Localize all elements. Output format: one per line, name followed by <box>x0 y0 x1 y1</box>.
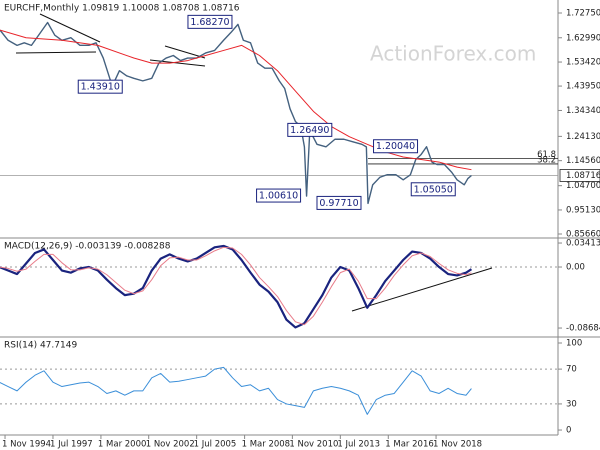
panel-title: RSI(14) 47.7149 <box>4 341 77 351</box>
x-tick-label: 1 Nov 2002 <box>146 440 195 450</box>
annotation: 1.68270 <box>187 14 233 29</box>
panel-title: MACD(12,26,9) -0.003139 -0.008288 <box>4 242 171 252</box>
series-line <box>0 246 472 326</box>
trendline <box>164 45 206 59</box>
annotation-label: 1.05050 <box>414 184 453 195</box>
trendline <box>351 267 493 312</box>
y-tick-label: 0.85660 <box>566 229 600 239</box>
annotation-box <box>373 139 419 154</box>
trendline <box>149 59 206 67</box>
frame <box>0 0 600 436</box>
y-tick-label: 0 <box>566 426 571 436</box>
x-tick-label: 1 Nov 1994 <box>2 440 51 450</box>
y-tick-label: 1.14560 <box>566 156 600 166</box>
series-line <box>0 29 472 171</box>
annotation: 1.43910 <box>77 79 123 94</box>
series-line <box>0 244 473 329</box>
fib-label: 61.8 <box>537 150 556 160</box>
annotation: 1.26490 <box>287 122 333 137</box>
last-price-box <box>559 169 600 182</box>
annotation-label: 1.26490 <box>290 125 329 136</box>
fib-label: 38.2 <box>537 155 556 165</box>
annotation-label: 1.20040 <box>376 141 415 152</box>
y-tick-label: 1.04700 <box>566 181 600 191</box>
x-tick-label: 1 Nov 2010 <box>289 440 338 450</box>
annotation: 1.00610 <box>256 188 302 203</box>
y-tick-label: 1.43950 <box>566 82 600 92</box>
annotation-label: 1.43910 <box>81 82 120 93</box>
y-tick-label: 0.95130 <box>566 205 600 215</box>
y-tick-label: 1.24130 <box>566 132 600 142</box>
y-tick-label: 0.034137 <box>566 239 600 249</box>
y-tick-label: -0.086849 <box>566 324 600 334</box>
annotation-box <box>316 195 362 210</box>
series-line <box>0 21 472 205</box>
trendline <box>39 13 101 43</box>
trendlines <box>15 13 493 312</box>
x-tick-label: 1 Mar 2000 <box>98 440 146 450</box>
annotation-box <box>410 182 456 197</box>
y-tick-label: 1.62990 <box>566 33 600 43</box>
last-price-label: 1.08716 <box>566 171 600 181</box>
y-tick-label: 100 <box>566 339 582 349</box>
trendline <box>15 51 97 54</box>
series-line <box>0 366 472 415</box>
annotation-box <box>77 79 123 94</box>
x-tick-label: 1 Mar 2008 <box>242 440 290 450</box>
x-tick-label: 1 Jul 2013 <box>337 440 380 450</box>
annotation-label: 0.97710 <box>319 198 358 209</box>
annotation: 1.05050 <box>410 182 456 197</box>
y-tick-label: 1.72750 <box>566 8 600 18</box>
y-tick-label: 70 <box>566 365 577 375</box>
y-tick-label: 0.00 <box>566 263 585 273</box>
annotation-box <box>256 188 302 203</box>
annotation: 1.20040 <box>373 139 419 154</box>
annotation-box <box>287 122 333 137</box>
x-tick-label: 1 Mar 2016 <box>385 440 433 450</box>
annotation-label: 1.68270 <box>190 17 229 28</box>
watermark: ActionForex.com <box>370 42 536 66</box>
y-tick-label: 30 <box>566 399 577 409</box>
annotation-label: 1.00610 <box>259 191 298 202</box>
x-tick-label: 1 Nov 2018 <box>433 440 482 450</box>
y-tick-label: 1.34340 <box>566 106 600 116</box>
x-tick-label: 1 Jul 2005 <box>194 440 237 450</box>
annotation-box <box>187 14 233 29</box>
panel-title: EURCHF,Monthly 1.09819 1.10008 1.08708 1… <box>4 4 240 14</box>
x-tick-label: 1 Jul 1997 <box>50 440 93 450</box>
annotation: 0.97710 <box>316 195 362 210</box>
y-tick-label: 1.53420 <box>566 58 600 68</box>
